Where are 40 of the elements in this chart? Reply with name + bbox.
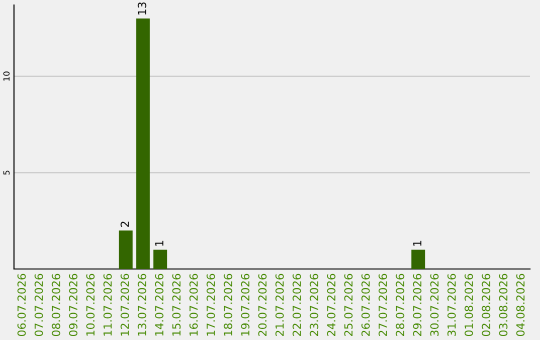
x-tick-label: 03.08.2026 <box>499 274 508 336</box>
x-tick-label: 09.07.2026 <box>69 274 78 336</box>
bar <box>411 250 426 269</box>
x-tick-label: 06.07.2026 <box>17 274 26 336</box>
x-tick-label: 12.07.2026 <box>120 274 130 336</box>
x-tick-label: 28.07.2026 <box>396 274 404 336</box>
x-tick-label: 19.07.2026 <box>241 274 250 336</box>
x-tick-label: 30.07.2026 <box>430 274 439 336</box>
x-tick-label: 07.07.2026 <box>34 274 44 336</box>
data-label: 13 <box>138 2 146 14</box>
bar <box>118 230 133 269</box>
y-tick-label: 10 <box>3 72 10 81</box>
x-tick-label: 31.07.2026 <box>447 274 456 336</box>
x-tick-label: 10.07.2026 <box>86 274 95 336</box>
bar <box>153 250 168 269</box>
x-tick-label: 08.07.2026 <box>52 274 60 336</box>
data-label: 1 <box>155 240 164 246</box>
x-tick-label: 16.07.2026 <box>189 274 198 336</box>
x-tick-label: 18.07.2026 <box>224 274 232 336</box>
x-tick-label: 20.07.2026 <box>258 274 267 336</box>
data-label: 2 <box>120 222 129 227</box>
data-label: 1 <box>413 240 422 246</box>
y-tick-label: 5 <box>3 170 10 175</box>
bar <box>136 18 150 269</box>
x-tick-label: 01.08.2026 <box>464 274 474 336</box>
x-tick-label: 02.08.2026 <box>482 274 490 336</box>
x-tick-label: 17.07.2026 <box>206 274 216 336</box>
x-tick-label: 22.07.2026 <box>292 274 302 336</box>
x-tick-label: 21.07.2026 <box>275 274 284 336</box>
x-tick-label: 14.07.2026 <box>155 274 164 336</box>
x-tick-label: 27.07.2026 <box>378 274 388 336</box>
x-tick-label: 29.07.2026 <box>413 274 422 336</box>
x-tick-label: 23.07.2026 <box>310 274 318 336</box>
x-tick-label: 04.08.2026 <box>516 274 525 336</box>
x-tick-label: 13.07.2026 <box>138 274 146 336</box>
x-tick-label: 15.07.2026 <box>172 274 181 336</box>
x-tick-label: 24.07.2026 <box>327 274 336 336</box>
x-tick-label: 25.07.2026 <box>344 274 353 336</box>
x-tick-label: 11.07.2026 <box>103 274 112 336</box>
x-tick-label: 26.07.2026 <box>361 274 370 336</box>
